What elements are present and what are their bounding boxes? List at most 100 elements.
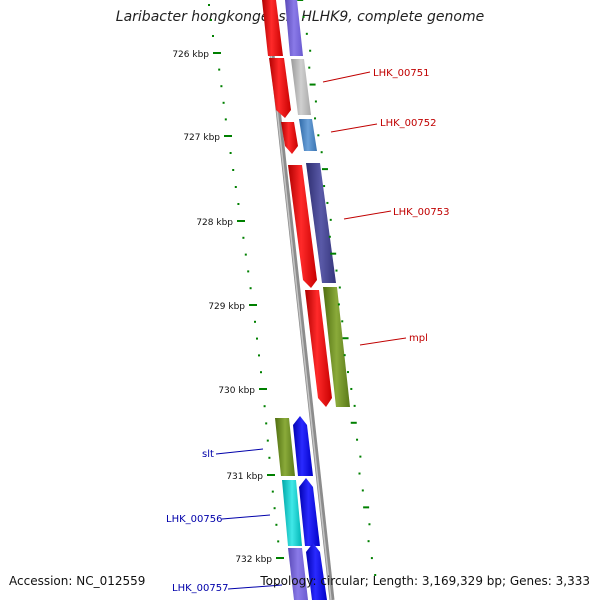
scale-minor-dot [266, 439, 269, 442]
gc-content-dot [363, 506, 370, 509]
scale-minor-dot [247, 270, 250, 273]
left-gene-labels: slt LHK_00756 LHK_00757 [166, 448, 283, 594]
gc-skew-dots [297, 0, 377, 576]
cds-arrow-lhk00757 [288, 548, 308, 600]
scale-tick-label: 731 kbp [226, 472, 263, 482]
gc-content-dot [323, 185, 326, 188]
scale-minor-dot [275, 523, 278, 526]
gc-content-dot [374, 574, 377, 576]
scale-minor-dot [256, 337, 258, 340]
cds-arrow-blue-2 [299, 478, 320, 546]
gc-content-dot [328, 235, 331, 238]
gc-content-dot [370, 557, 373, 560]
gc-content-dot [297, 0, 304, 1]
cds-arrow-top-red [262, 0, 283, 56]
label-leader-lhk00751 [322, 71, 371, 83]
label-leader-lhk00753 [343, 210, 392, 220]
gene-label-lhk00751: LHK_00751 [373, 68, 429, 79]
scale-minor-dot [232, 169, 235, 171]
gc-content-dot [346, 371, 349, 374]
scale-minor-dot [212, 35, 214, 37]
gc-content-dot [335, 269, 338, 272]
right-gene-labels: LHK_00751 LHK_00752 LHK_00753 mpl [322, 68, 449, 346]
gene-label-slt: slt [202, 449, 214, 460]
cds-arrow-lhk00753 [288, 165, 317, 288]
gc-content-dot [314, 117, 317, 120]
gc-content-dot [361, 489, 364, 492]
gc-content-dot [308, 66, 311, 69]
scale-tick-label: 726 kbp [172, 50, 209, 60]
cds-arrow-mpl [305, 290, 332, 407]
scale-minor-dot [222, 101, 225, 104]
reverse-cds-track [275, 0, 350, 600]
gc-content-dot [359, 455, 362, 458]
gc-content-dot [338, 286, 341, 289]
scale-minor-dot [249, 287, 252, 290]
genome-summary-text: Topology: circular; Length: 3,169,329 bp… [260, 574, 590, 588]
gc-content-dot [353, 404, 356, 407]
gc-content-dot [329, 218, 332, 221]
scale-minor-dot [277, 540, 280, 543]
gc-content-dot [356, 438, 359, 441]
cds-arrow-lhk00751 [269, 58, 291, 118]
scale-minor-dot [263, 405, 266, 408]
scale-minor-dot [258, 354, 260, 357]
gc-content-dot [309, 49, 312, 52]
gene-label-lhk00752: LHK_00752 [380, 118, 436, 129]
cds-arrow-slt [275, 418, 295, 476]
scale-tick-label: 727 kbp [183, 133, 220, 143]
scale-minor-dot [254, 320, 256, 323]
forward-cds-track [262, 0, 332, 407]
gc-content-dot [305, 32, 308, 35]
label-leader-mpl [359, 337, 407, 346]
scale-tick-label: 728 kbp [196, 218, 233, 228]
scale-minor-dot [229, 152, 232, 154]
scale-minor-dot [224, 118, 227, 121]
gc-content-dot [320, 151, 323, 154]
gc-content-dot [337, 303, 340, 306]
cds-arrow-grey [291, 59, 311, 115]
scale-minor-dot [242, 236, 245, 239]
cds-arrow-steel [299, 119, 317, 151]
map-title: Laribacter hongkongensis HLHK9, complete… [115, 9, 485, 25]
scale-minor-dot [210, 19, 212, 21]
gc-content-dot [309, 83, 316, 86]
scale-minor-dot [208, 4, 210, 6]
scale-minor-dot [273, 507, 276, 510]
scale-minor-dot [260, 371, 262, 374]
scale-minor-dot [218, 68, 221, 71]
cds-arrow-blue-3 [306, 543, 327, 600]
gene-label-lhk00756: LHK_00756 [166, 514, 222, 525]
cds-arrow-top-lavender [285, 0, 303, 56]
cds-arrow-olive-mpl [323, 287, 350, 407]
gene-label-lhk00753: LHK_00753 [393, 207, 449, 218]
scale-minor-dot [271, 490, 274, 493]
gc-content-dot [342, 337, 349, 340]
gc-content-dot [326, 201, 329, 204]
cds-arrow-blue-1 [293, 416, 313, 476]
gene-label-mpl: mpl [409, 333, 428, 344]
scale-minor-dot [237, 203, 240, 205]
gc-content-dot [350, 421, 357, 424]
gc-content-dot [302, 15, 305, 18]
scale-minor-dot [268, 456, 271, 459]
gc-content-dot [368, 523, 371, 526]
gc-content-dot [341, 320, 344, 323]
gc-content-dot [358, 472, 361, 475]
gc-content-dot [321, 168, 328, 171]
accession-text: Accession: NC_012559 [9, 574, 146, 588]
label-leader-slt [215, 448, 264, 455]
label-leader-lhk00752 [330, 123, 378, 133]
gc-content-dot [343, 354, 346, 357]
scale-minor-dot [265, 422, 268, 425]
scale-minor-dot [244, 253, 247, 256]
scale-minor-dot [220, 85, 223, 88]
cds-arrow-indigo [306, 163, 336, 283]
gc-content-dot [350, 387, 353, 390]
scale-tick-label: 732 kbp [235, 555, 272, 565]
gc-content-dot [367, 540, 370, 543]
scale-tick-labels: 726 kbp 727 kbp 728 kbp 729 kbp 730 kbp 731 k… [172, 50, 272, 565]
label-leader-lhk00756 [221, 514, 271, 520]
